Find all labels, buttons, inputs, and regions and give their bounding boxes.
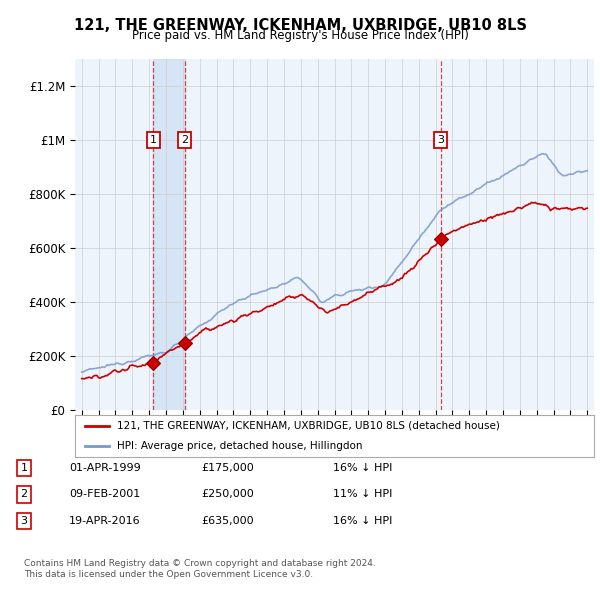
Text: £635,000: £635,000 [201, 516, 254, 526]
Text: Price paid vs. HM Land Registry's House Price Index (HPI): Price paid vs. HM Land Registry's House … [131, 30, 469, 42]
Text: 2: 2 [20, 490, 28, 499]
Text: 19-APR-2016: 19-APR-2016 [69, 516, 140, 526]
Text: HPI: Average price, detached house, Hillingdon: HPI: Average price, detached house, Hill… [116, 441, 362, 451]
Text: 1: 1 [150, 135, 157, 145]
Text: 3: 3 [20, 516, 28, 526]
Text: 11% ↓ HPI: 11% ↓ HPI [333, 490, 392, 499]
Text: 1: 1 [20, 463, 28, 473]
Text: 16% ↓ HPI: 16% ↓ HPI [333, 516, 392, 526]
Text: £175,000: £175,000 [201, 463, 254, 473]
Text: 16% ↓ HPI: 16% ↓ HPI [333, 463, 392, 473]
Text: £250,000: £250,000 [201, 490, 254, 499]
Text: 2: 2 [181, 135, 188, 145]
Text: This data is licensed under the Open Government Licence v3.0.: This data is licensed under the Open Gov… [24, 571, 313, 579]
Text: 01-APR-1999: 01-APR-1999 [69, 463, 141, 473]
Text: 121, THE GREENWAY, ICKENHAM, UXBRIDGE, UB10 8LS (detached house): 121, THE GREENWAY, ICKENHAM, UXBRIDGE, U… [116, 421, 499, 431]
Text: 121, THE GREENWAY, ICKENHAM, UXBRIDGE, UB10 8LS: 121, THE GREENWAY, ICKENHAM, UXBRIDGE, U… [74, 18, 527, 32]
Bar [154, 59, 185, 410]
Text: 09-FEB-2001: 09-FEB-2001 [69, 490, 140, 499]
Text: Contains HM Land Registry data © Crown copyright and database right 2024.: Contains HM Land Registry data © Crown c… [24, 559, 376, 568]
Text: 3: 3 [437, 135, 444, 145]
